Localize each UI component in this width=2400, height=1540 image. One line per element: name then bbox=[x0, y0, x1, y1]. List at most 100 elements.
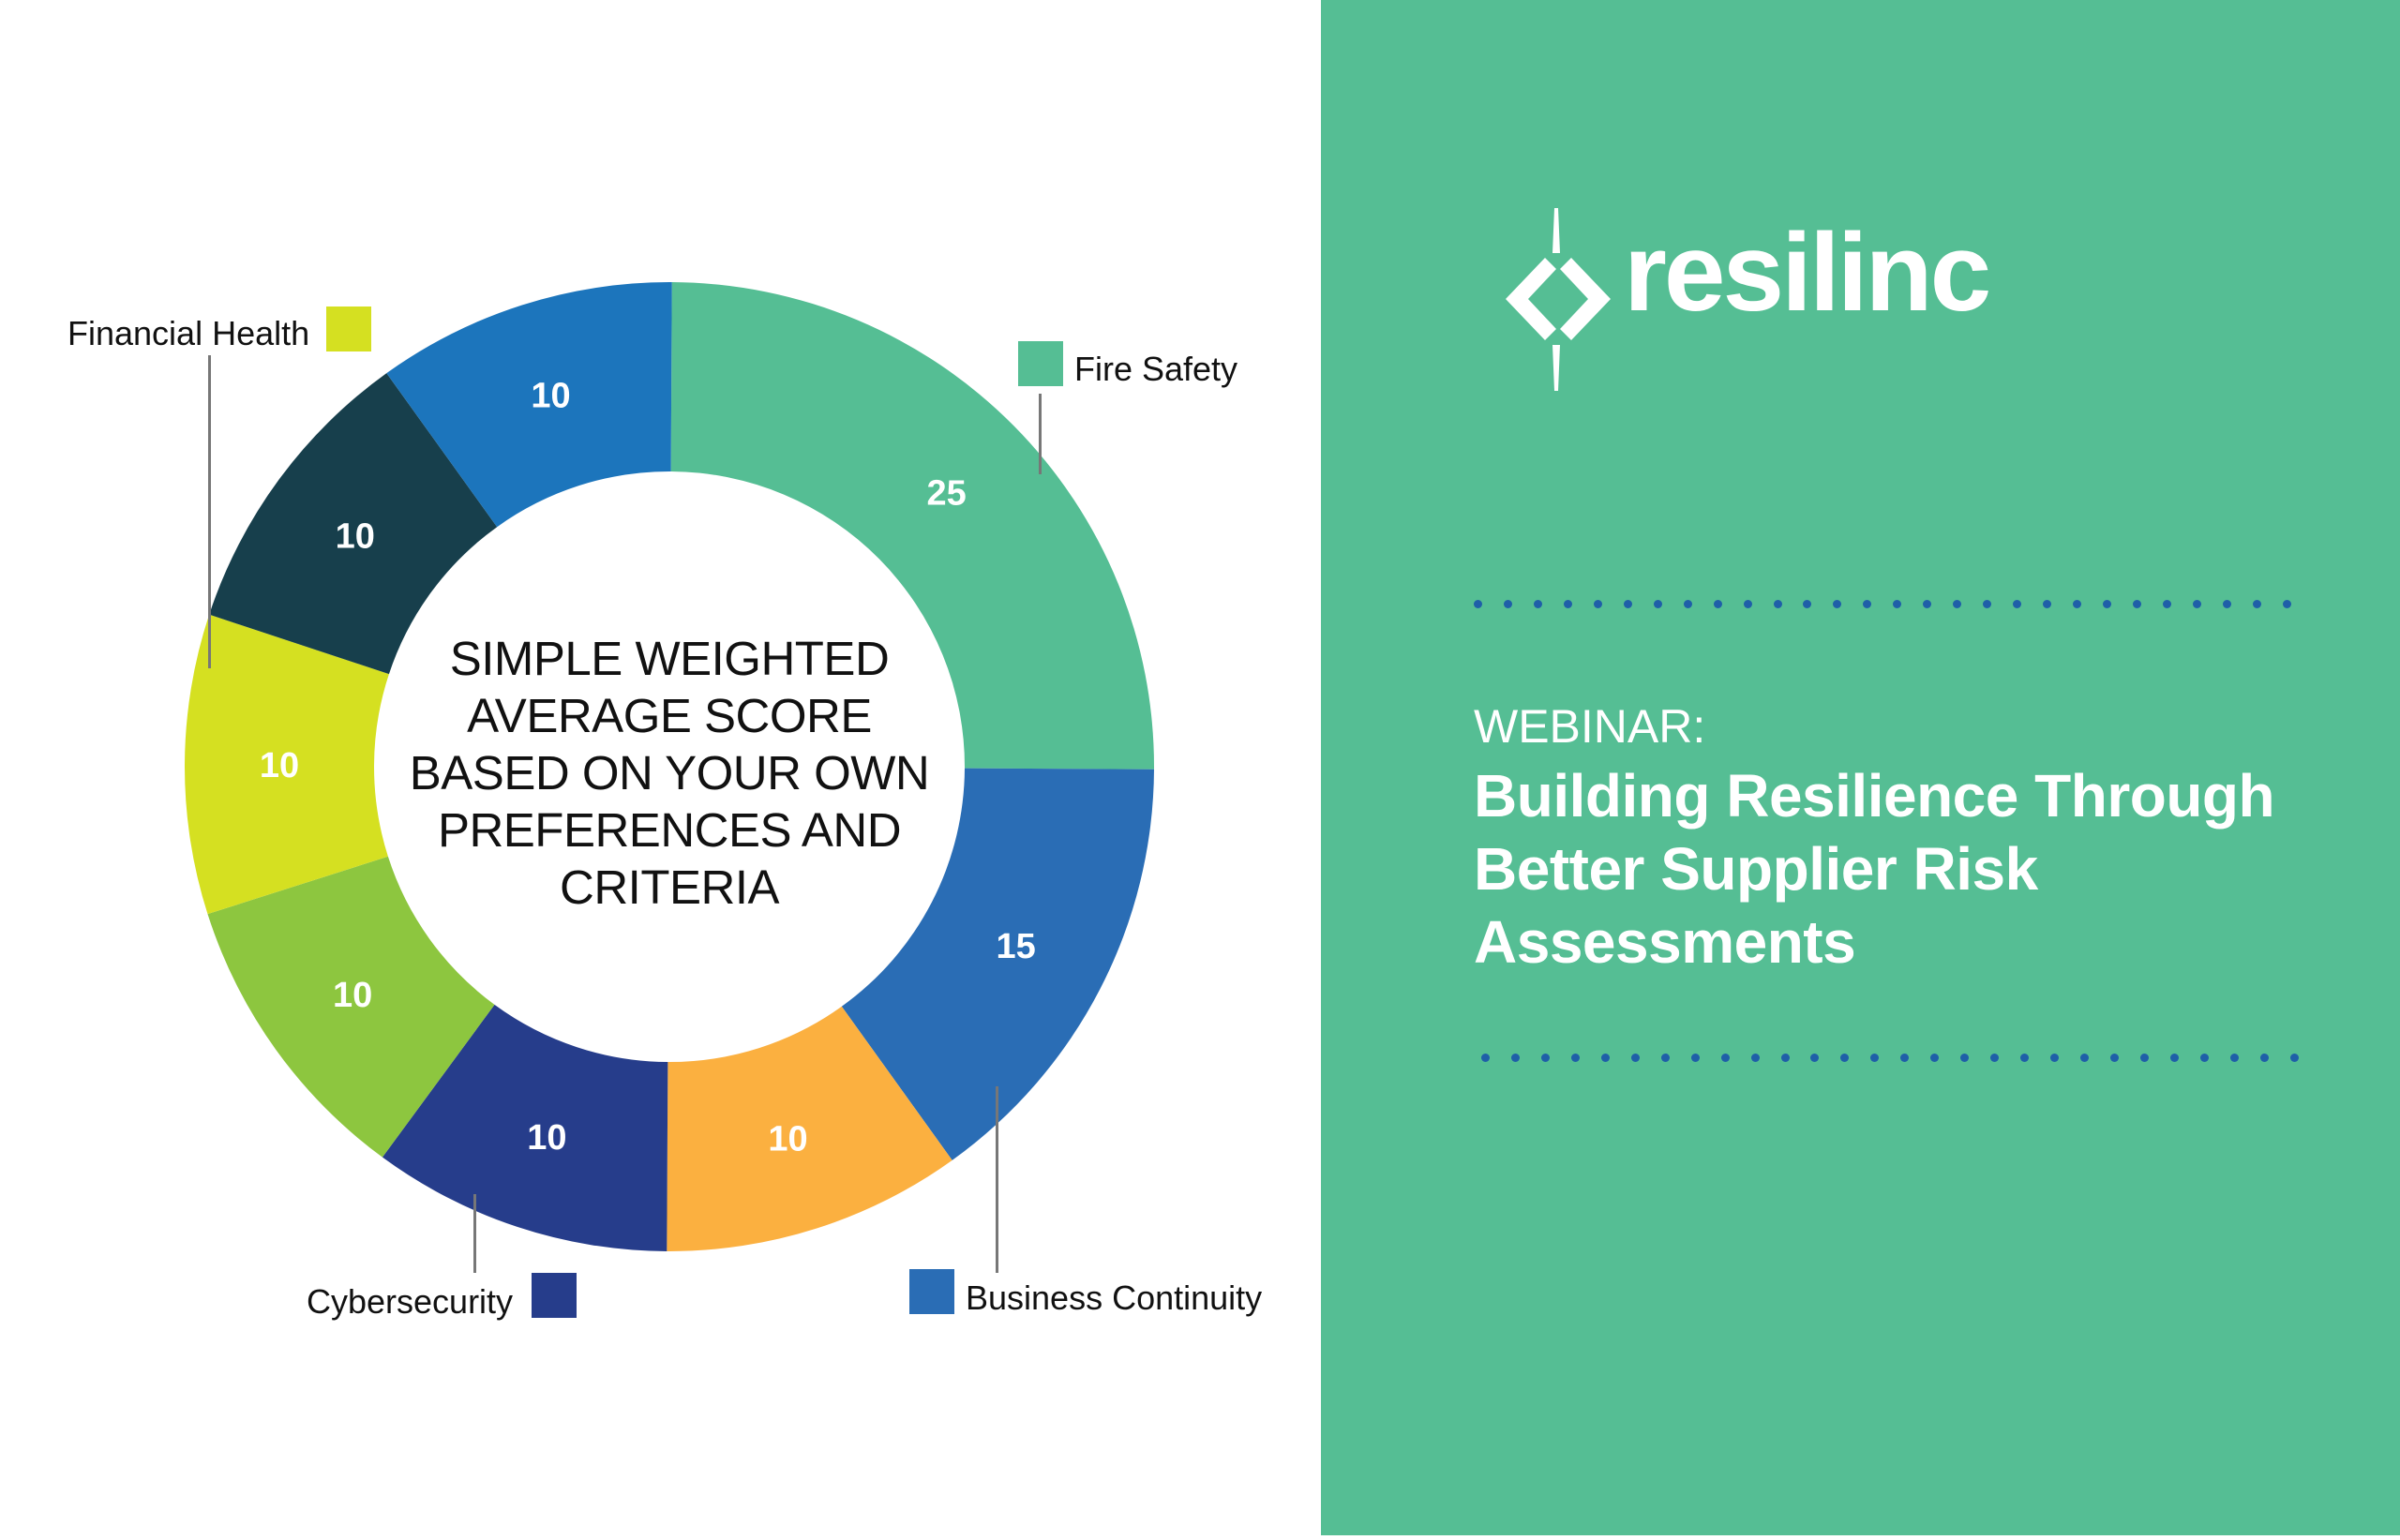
divider-dot bbox=[2013, 600, 2022, 608]
divider-dot bbox=[1893, 600, 1902, 608]
divider-dot bbox=[1563, 600, 1572, 608]
center-label-line: PREFERENCES AND bbox=[437, 803, 902, 857]
divider-dot bbox=[2222, 600, 2231, 608]
divider-dot bbox=[1930, 1054, 1940, 1062]
divider-dot bbox=[1773, 600, 1782, 608]
legend-label-financial-health: Financial Health bbox=[68, 314, 310, 352]
slice-value-label: 10 bbox=[333, 976, 372, 1015]
slice-value-label: 10 bbox=[527, 1118, 566, 1158]
divider-dot bbox=[2080, 1054, 2090, 1062]
divider-dot bbox=[1713, 600, 1722, 608]
slice-value-label: 15 bbox=[997, 927, 1036, 966]
divider-dot bbox=[1533, 600, 1542, 608]
legend-swatch-fire-safety bbox=[1018, 341, 1063, 386]
divider-dot bbox=[1481, 1054, 1490, 1062]
slice-value-label: 10 bbox=[336, 517, 375, 557]
divider-dot bbox=[2169, 1054, 2179, 1062]
divider-dot bbox=[2252, 600, 2261, 608]
slice-value-label: 10 bbox=[531, 377, 570, 416]
leader-line bbox=[473, 1194, 476, 1273]
divider-dot bbox=[2139, 1054, 2149, 1062]
legend-label-fire-safety: Fire Safety bbox=[1074, 350, 1238, 388]
divider-dot bbox=[1863, 600, 1872, 608]
legend-swatch-financial-health bbox=[326, 307, 371, 351]
divider-dot bbox=[1683, 600, 1692, 608]
divider-dot bbox=[1474, 600, 1482, 608]
divider-dot bbox=[2073, 600, 2082, 608]
divider-dot bbox=[1810, 1054, 1820, 1062]
divider-dot bbox=[1623, 600, 1632, 608]
divider-dot bbox=[1953, 600, 1962, 608]
divider-dot bbox=[1690, 1054, 1700, 1062]
resilinc-logo-mark-icon bbox=[1506, 208, 1611, 391]
divider-dot bbox=[2050, 1054, 2060, 1062]
divider-dot bbox=[1720, 1054, 1730, 1062]
legend-swatch-cybersecurity bbox=[532, 1273, 577, 1318]
legend-label-business-continuity: Business Continuity bbox=[966, 1278, 1263, 1317]
center-label-line: SIMPLE WEIGHTED bbox=[449, 632, 890, 685]
divider-dot bbox=[2020, 1054, 2030, 1062]
legend-swatch-business-continuity bbox=[909, 1269, 954, 1314]
divider-dot bbox=[2199, 1054, 2209, 1062]
divider-dot bbox=[1990, 1054, 2000, 1062]
divider-dot bbox=[1510, 1054, 1520, 1062]
divider-dot bbox=[1600, 1054, 1610, 1062]
donut-slice bbox=[667, 1006, 952, 1251]
dotted-divider bbox=[1481, 1054, 2299, 1063]
divider-dot bbox=[2110, 1054, 2120, 1062]
center-label-line: CRITERIA bbox=[559, 860, 780, 914]
donut-chart: 25 15 10 10 10 10 10 10 SIMPLE WEIGHTED AVERAGE… bbox=[68, 282, 1263, 1321]
divider-dot bbox=[1840, 1054, 1850, 1062]
divider-dot bbox=[1780, 1054, 1790, 1062]
legend-label-cybersecurity: Cybersecurity bbox=[307, 1282, 514, 1321]
donut-slice-fire-safety bbox=[670, 282, 1154, 770]
webinar-title-line: Assessments bbox=[1474, 908, 1856, 976]
slice-value-label: 25 bbox=[927, 473, 967, 513]
donut-slice-business-continuity bbox=[841, 768, 1154, 1160]
webinar-title-line: Better Supplier Risk bbox=[1474, 835, 2038, 903]
divider-dot bbox=[1653, 600, 1662, 608]
slice-value-label: 10 bbox=[260, 746, 299, 785]
divider-dot bbox=[2282, 600, 2291, 608]
resilinc-logo-text: resilinc bbox=[1624, 211, 1991, 335]
divider-dot bbox=[1540, 1054, 1550, 1062]
leader-line bbox=[996, 1086, 998, 1273]
webinar-title: Building Resilience Through Better Suppl… bbox=[1474, 759, 2275, 979]
divider-dot bbox=[1660, 1054, 1670, 1062]
webinar-panel bbox=[1321, 0, 2400, 1535]
webinar-eyebrow: WEBINAR: bbox=[1474, 700, 1706, 753]
divider-dot bbox=[2103, 600, 2112, 608]
dotted-divider bbox=[1474, 600, 2291, 609]
donut-slice bbox=[207, 856, 495, 1158]
slice-value-label: 10 bbox=[768, 1119, 807, 1159]
divider-dot bbox=[1870, 1054, 1880, 1062]
center-label-line: AVERAGE SCORE bbox=[467, 689, 872, 742]
divider-dot bbox=[1593, 600, 1602, 608]
divider-dot bbox=[2043, 600, 2052, 608]
divider-dot bbox=[1960, 1054, 1970, 1062]
center-label-line: BASED ON YOUR OWN bbox=[409, 746, 930, 800]
divider-dot bbox=[2229, 1054, 2239, 1062]
divider-dot bbox=[1983, 600, 1992, 608]
divider-dot bbox=[2259, 1054, 2269, 1062]
divider-dot bbox=[2132, 600, 2141, 608]
leader-line bbox=[1039, 394, 1042, 474]
donut-slice-cybersecurity bbox=[382, 1004, 668, 1251]
divider-dot bbox=[1750, 1054, 1760, 1062]
donut-slice bbox=[209, 373, 498, 675]
divider-dot bbox=[1630, 1054, 1640, 1062]
divider-dot bbox=[1923, 600, 1932, 608]
donut-svg: 25 15 10 10 10 10 10 10 bbox=[184, 282, 1154, 1251]
center-label: SIMPLE WEIGHTED AVERAGE SCORE BASED ON Y… bbox=[388, 630, 951, 916]
webinar-title-line: Building Resilience Through bbox=[1474, 762, 2275, 830]
divider-dot bbox=[1803, 600, 1812, 608]
donut-slice bbox=[386, 282, 672, 528]
divider-dot bbox=[1503, 600, 1512, 608]
divider-dot bbox=[1570, 1054, 1580, 1062]
divider-dot bbox=[2289, 1054, 2299, 1062]
divider-dot bbox=[1833, 600, 1842, 608]
divider-dot bbox=[2192, 600, 2201, 608]
divider-dot bbox=[2162, 600, 2171, 608]
leader-line bbox=[208, 355, 211, 668]
donut-slice-financial-health bbox=[184, 614, 389, 915]
